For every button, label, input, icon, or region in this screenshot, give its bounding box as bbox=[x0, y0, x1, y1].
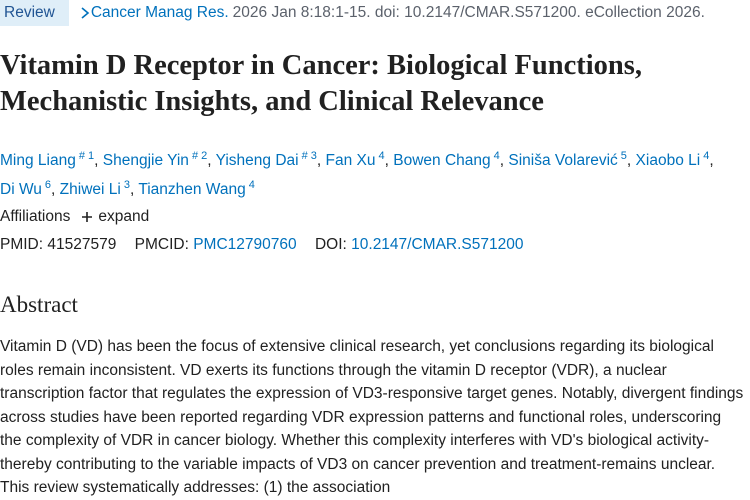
author-affiliation-ref: 3 bbox=[123, 179, 130, 191]
article-title: Vitamin D Receptor in Cancer: Biological… bbox=[0, 50, 642, 117]
author-separator: , bbox=[499, 152, 505, 169]
author: Fan Xu 4, bbox=[325, 150, 389, 169]
author-link[interactable]: Shengjie Yin bbox=[102, 152, 189, 169]
author-link[interactable]: Siniša Volarević bbox=[508, 152, 618, 169]
author-separator: , bbox=[129, 181, 135, 198]
author-separator: , bbox=[94, 152, 99, 169]
author-link[interactable]: Fan Xu bbox=[325, 152, 376, 169]
pmid: 41527579 bbox=[47, 236, 117, 253]
author: Zhiwei Li 3, bbox=[59, 179, 135, 198]
chevron-icon bbox=[81, 7, 90, 19]
article-type-badge: Review bbox=[0, 0, 69, 26]
author-link[interactable]: Xiaobo Li bbox=[635, 152, 701, 169]
author: Yisheng Dai # 3, bbox=[215, 150, 322, 169]
abstract-text: Vitamin D (VD) has been the focus of ext… bbox=[0, 338, 744, 496]
author: Ming Liang # 1, bbox=[0, 150, 99, 169]
identifiers: PMID: 41527579 PMCID: PMC12790760 DOI: 1… bbox=[0, 236, 537, 254]
author-separator: , bbox=[316, 152, 322, 169]
doi-link[interactable]: 10.2147/CMAR.S571200 bbox=[351, 236, 524, 253]
citation-bar: Review Cancer Manag Res. 2026 Jan 8:18:1… bbox=[0, 0, 705, 26]
author-affiliation-ref: # 2 bbox=[191, 150, 208, 162]
affiliations-label: Affiliations bbox=[0, 208, 71, 225]
author-affiliation-ref: # 3 bbox=[301, 150, 317, 162]
author-separator: , bbox=[51, 181, 56, 198]
author-link[interactable]: Di Wu bbox=[0, 181, 42, 198]
author-link[interactable]: Ming Liang bbox=[0, 152, 76, 169]
author-link[interactable]: Bowen Chang bbox=[393, 152, 491, 169]
author-separator: , bbox=[626, 152, 632, 169]
author: Shengjie Yin # 2, bbox=[102, 150, 212, 169]
author-affiliation-ref: 4 bbox=[248, 179, 255, 191]
pmcid-link[interactable]: PMC12790760 bbox=[193, 236, 297, 253]
author-affiliation-ref: 5 bbox=[620, 150, 627, 162]
journal-link[interactable]: Cancer Manag Res. bbox=[90, 4, 229, 21]
author-affiliation-ref: # 1 bbox=[78, 150, 95, 162]
author: Bowen Chang 4, bbox=[393, 150, 505, 169]
abstract-heading: Abstract bbox=[0, 292, 78, 317]
author: Tianzhen Wang 4 bbox=[138, 179, 255, 198]
author-link[interactable]: Zhiwei Li bbox=[59, 181, 121, 198]
author-separator: , bbox=[207, 152, 212, 169]
author-affiliation-ref: 4 bbox=[378, 150, 385, 162]
author-affiliation-ref: 4 bbox=[493, 150, 500, 162]
affiliations: Affiliations expand bbox=[0, 208, 149, 226]
expand-button[interactable]: expand bbox=[80, 208, 149, 226]
pmcid-label: PMCID: bbox=[134, 236, 189, 253]
author: Di Wu 6, bbox=[0, 179, 56, 198]
citation-text: 2026 Jan 8:18:1-15. doi: 10.2147/CMAR.S5… bbox=[232, 4, 705, 21]
author-link[interactable]: Yisheng Dai bbox=[215, 152, 299, 169]
author: Xiaobo Li 4, bbox=[635, 150, 714, 169]
pmid-label: PMID: bbox=[0, 236, 44, 253]
author-link[interactable]: Tianzhen Wang bbox=[138, 181, 246, 198]
author: Siniša Volarević 5, bbox=[508, 150, 632, 169]
author-affiliation-ref: 6 bbox=[44, 179, 52, 191]
author-separator: , bbox=[709, 152, 714, 169]
author-list: Ming Liang # 1, Shengjie Yin # 2, Yisheng … bbox=[0, 144, 728, 202]
author-separator: , bbox=[384, 152, 389, 169]
plus-icon bbox=[82, 212, 93, 222]
doi-label: DOI: bbox=[314, 236, 347, 253]
expand-label[interactable]: expand bbox=[98, 208, 150, 225]
author-affiliation-ref: 4 bbox=[703, 150, 710, 162]
